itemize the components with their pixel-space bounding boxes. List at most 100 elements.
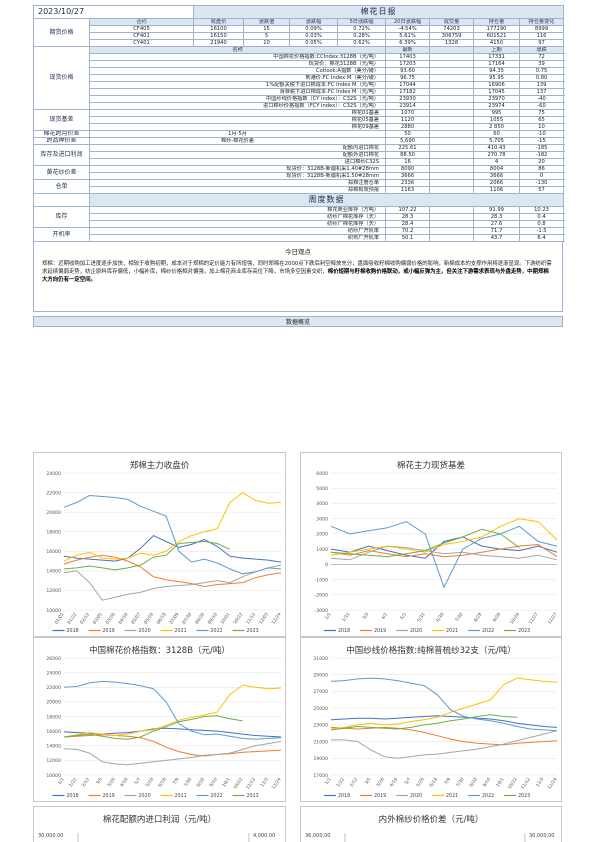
y-tick-label: 22000 xyxy=(46,490,61,496)
y-tick-label: 23000 xyxy=(313,723,328,729)
table-cell: 8999 xyxy=(519,25,565,33)
table-cell xyxy=(429,151,475,159)
chart-title: 内外棉纱价格价差（元/吨） xyxy=(378,815,484,825)
section-operating-rate: 开机率 xyxy=(33,227,90,242)
warehouse-row: 郑棉有效预报 1163 1106 57 xyxy=(34,186,565,194)
x-tick-label: 10/1 xyxy=(221,777,232,789)
table-cell xyxy=(429,206,475,214)
section-spread: 棉花跨月价差 xyxy=(33,130,90,138)
previous-value: 23970 xyxy=(473,95,521,103)
legend-label: 2023 xyxy=(247,628,259,634)
x-tick-label: 7/30 xyxy=(454,612,465,624)
x-tick-label: 1/22 xyxy=(335,777,346,789)
legend-label: 2020 xyxy=(139,628,151,634)
change-value: 0.8 xyxy=(519,220,565,228)
y-tick-label: 30,000.00 xyxy=(38,833,63,839)
column-header: 5日涨跌幅 xyxy=(337,18,387,26)
table-cell xyxy=(429,213,475,221)
change-value: 10.23 xyxy=(519,206,565,214)
x-tick-label: 03/26 xyxy=(105,612,117,626)
x-tick-label: 7/30 xyxy=(455,777,466,789)
change-value: 0.75 xyxy=(519,67,565,75)
previous-value: 995 xyxy=(473,109,521,117)
column-header: 20日涨跌幅 xyxy=(385,18,431,26)
table-cell: 0.03% xyxy=(289,32,339,40)
change-value: 10 xyxy=(519,123,565,131)
futures-header-row: 期货价格 合约 收盘价 涨跌值 涨跌幅 5日涨跌幅 20日涨跌幅 成交量 持仓量 持仓量变化 xyxy=(33,18,565,47)
series-line-2020 xyxy=(330,545,558,561)
chart-svg: 30,000.004,000.003,000.00 xyxy=(38,833,275,842)
x-tick-label: 8/29 xyxy=(473,612,484,624)
column-header: 最新 xyxy=(385,46,431,54)
x-tick-label: 2/12 xyxy=(81,777,92,789)
chart-panel: 中国棉花价格指数：3128B（元/吨） 10000 12000 14000 16000 1… xyxy=(33,637,286,802)
series-line-2020 xyxy=(63,564,282,601)
latest-value: 1163 xyxy=(385,186,431,194)
y-tick-label: 14000 xyxy=(46,744,61,750)
metric-label: 现货价：3128B-新疆机采1.50#28mm xyxy=(88,172,387,180)
series-line-2023 xyxy=(330,528,520,558)
table-cell: 21940 xyxy=(193,39,245,47)
x-tick-label: 5/28 xyxy=(144,777,155,789)
series-line-2022 xyxy=(63,494,282,575)
table-cell xyxy=(429,227,475,235)
y-tick-label: 14000 xyxy=(46,569,61,575)
x-tick-label: 6/18 xyxy=(157,777,168,789)
commentary-text: 郑棉：近期收购加工进度逐步加快，相较于收购初期，成本对于郑棉的定价能力有所增强，… xyxy=(42,261,552,275)
report-body: 期货价格 合约 收盘价 涨跌值 涨跌幅 5日涨跌幅 20日涨跌幅 成交量 持仓量 持仓量变化 CF4… xyxy=(33,18,565,242)
y-tick-label: 20000 xyxy=(46,700,61,706)
table-cell xyxy=(429,67,475,75)
series-line-2022 xyxy=(330,521,558,589)
y-tick-label: 24000 xyxy=(46,670,61,676)
latest-value: 225.61 xyxy=(385,144,431,152)
metric-label: 郑棉注册仓单 xyxy=(88,179,387,187)
x-tick-label: 2/12 xyxy=(349,777,360,789)
legend-label: 2021 xyxy=(446,793,458,799)
report-table: 2023/10/27 棉花日报 期货价格 合约 收盘价 涨跌值 涨跌幅 5日涨跌幅 20日涨… xyxy=(32,5,565,242)
previous-value: 71.7 xyxy=(473,227,521,235)
table-cell: 1月-5月 xyxy=(88,130,387,138)
x-tick-label: 11/12 xyxy=(245,612,257,626)
table-cell xyxy=(429,88,475,96)
x-tick-label: 1/22 xyxy=(68,777,79,789)
y-tick-label: 6000 xyxy=(316,471,328,477)
table-cell xyxy=(33,193,90,207)
x-tick-label: 07/30 xyxy=(181,612,193,626)
change-value: -185 xyxy=(519,144,565,152)
metric-label: 棉花05基差 xyxy=(88,116,387,124)
varspread-row: 跨品种价差 棉纱-棉花价差 5,690 5,705 -15 xyxy=(33,137,565,145)
operating-rate-row: 开机率 纺纱厂开机率 70.2 71.7 -1.5 xyxy=(33,227,565,242)
x-tick-label: 5/1 xyxy=(399,612,408,621)
metric-label: 棉花商业库存（万吨） xyxy=(88,206,387,214)
table-cell xyxy=(429,102,475,110)
chart-panel: 棉花配额内进口利润（元/吨）30,000.004,000.003,000.00 xyxy=(33,806,286,842)
spread-row: 棉花跨月价差 1月-5月 50 60 -10 xyxy=(33,130,565,138)
x-tick-label: 10/22 xyxy=(232,777,244,791)
x-tick-label: 10/28 xyxy=(509,612,521,626)
latest-value: 3666 xyxy=(385,172,431,180)
y2-tick-label: 4,000.00 xyxy=(253,833,275,839)
metric-label: 滑准税下进口棉成本:FC Index M（元/吨） xyxy=(88,88,387,96)
x-tick-label: 8/20 xyxy=(468,777,479,789)
basis-row: 棉花09基差 2880 2 850 10 xyxy=(34,123,565,131)
table-cell: CF405 xyxy=(88,25,195,33)
previous-value: 91.99 xyxy=(473,206,521,214)
y-tick-label: 1000 xyxy=(316,547,328,553)
stock-row: 库存 棉花商业库存（万吨） 107.22 91.99 10.23 xyxy=(33,206,565,228)
previous-value: 3666 xyxy=(473,172,521,180)
futures-row: CF405 16100 15 0.09% 0.72% -4.54% 74203 177190 8… xyxy=(34,25,565,33)
section-basis: 现货基差 xyxy=(33,109,90,131)
y-tick-label: 19000 xyxy=(313,756,328,762)
x-tick-label: 09/10 xyxy=(207,612,219,626)
table-cell: 116 xyxy=(519,32,565,40)
importprofit-row: 进口棉纱C32S 16 4 20 xyxy=(34,158,565,166)
table-cell: 6.39% xyxy=(385,39,431,47)
change-value: 39 xyxy=(519,60,565,68)
importprofit-row: 配额外进口棉花 88.50 270.78 -182 xyxy=(34,151,565,159)
commentary-title: 今日观点 xyxy=(285,248,311,256)
table-cell: 16100 xyxy=(193,25,245,33)
table-cell xyxy=(429,53,475,61)
table-cell xyxy=(429,74,475,82)
change-value: 65 xyxy=(519,116,565,124)
